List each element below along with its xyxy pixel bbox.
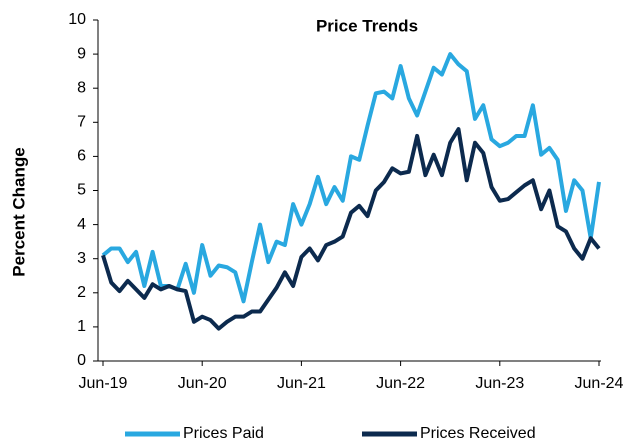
y-tick-label: 5 — [77, 182, 86, 199]
legend-label: Prices Paid — [183, 425, 264, 442]
x-tick-label: Jun-22 — [376, 375, 425, 392]
y-tick-label: 0 — [77, 352, 86, 369]
y-tick-label: 8 — [77, 79, 86, 96]
x-tick-label: Jun-23 — [475, 375, 524, 392]
y-tick-label: 10 — [68, 11, 86, 28]
y-tick-label: 4 — [77, 216, 86, 233]
chart-title: Price Trends — [316, 16, 418, 35]
y-axis-label: Percent Change — [9, 147, 28, 276]
y-tick-label: 1 — [77, 318, 86, 335]
y-tick-label: 7 — [77, 114, 86, 131]
x-tick-label: Jun-21 — [277, 375, 326, 392]
x-tick-label: Jun-19 — [79, 375, 128, 392]
x-tick-label: Jun-20 — [178, 375, 227, 392]
x-tick-label: Jun-24 — [575, 375, 624, 392]
series-line — [101, 52, 601, 304]
y-tick-label: 3 — [77, 250, 86, 267]
y-tick-label: 6 — [77, 148, 86, 165]
legend-label: Prices Received — [420, 425, 536, 442]
y-tick-label: 2 — [77, 284, 86, 301]
y-tick-label: 9 — [77, 45, 86, 62]
series-line — [101, 127, 601, 331]
